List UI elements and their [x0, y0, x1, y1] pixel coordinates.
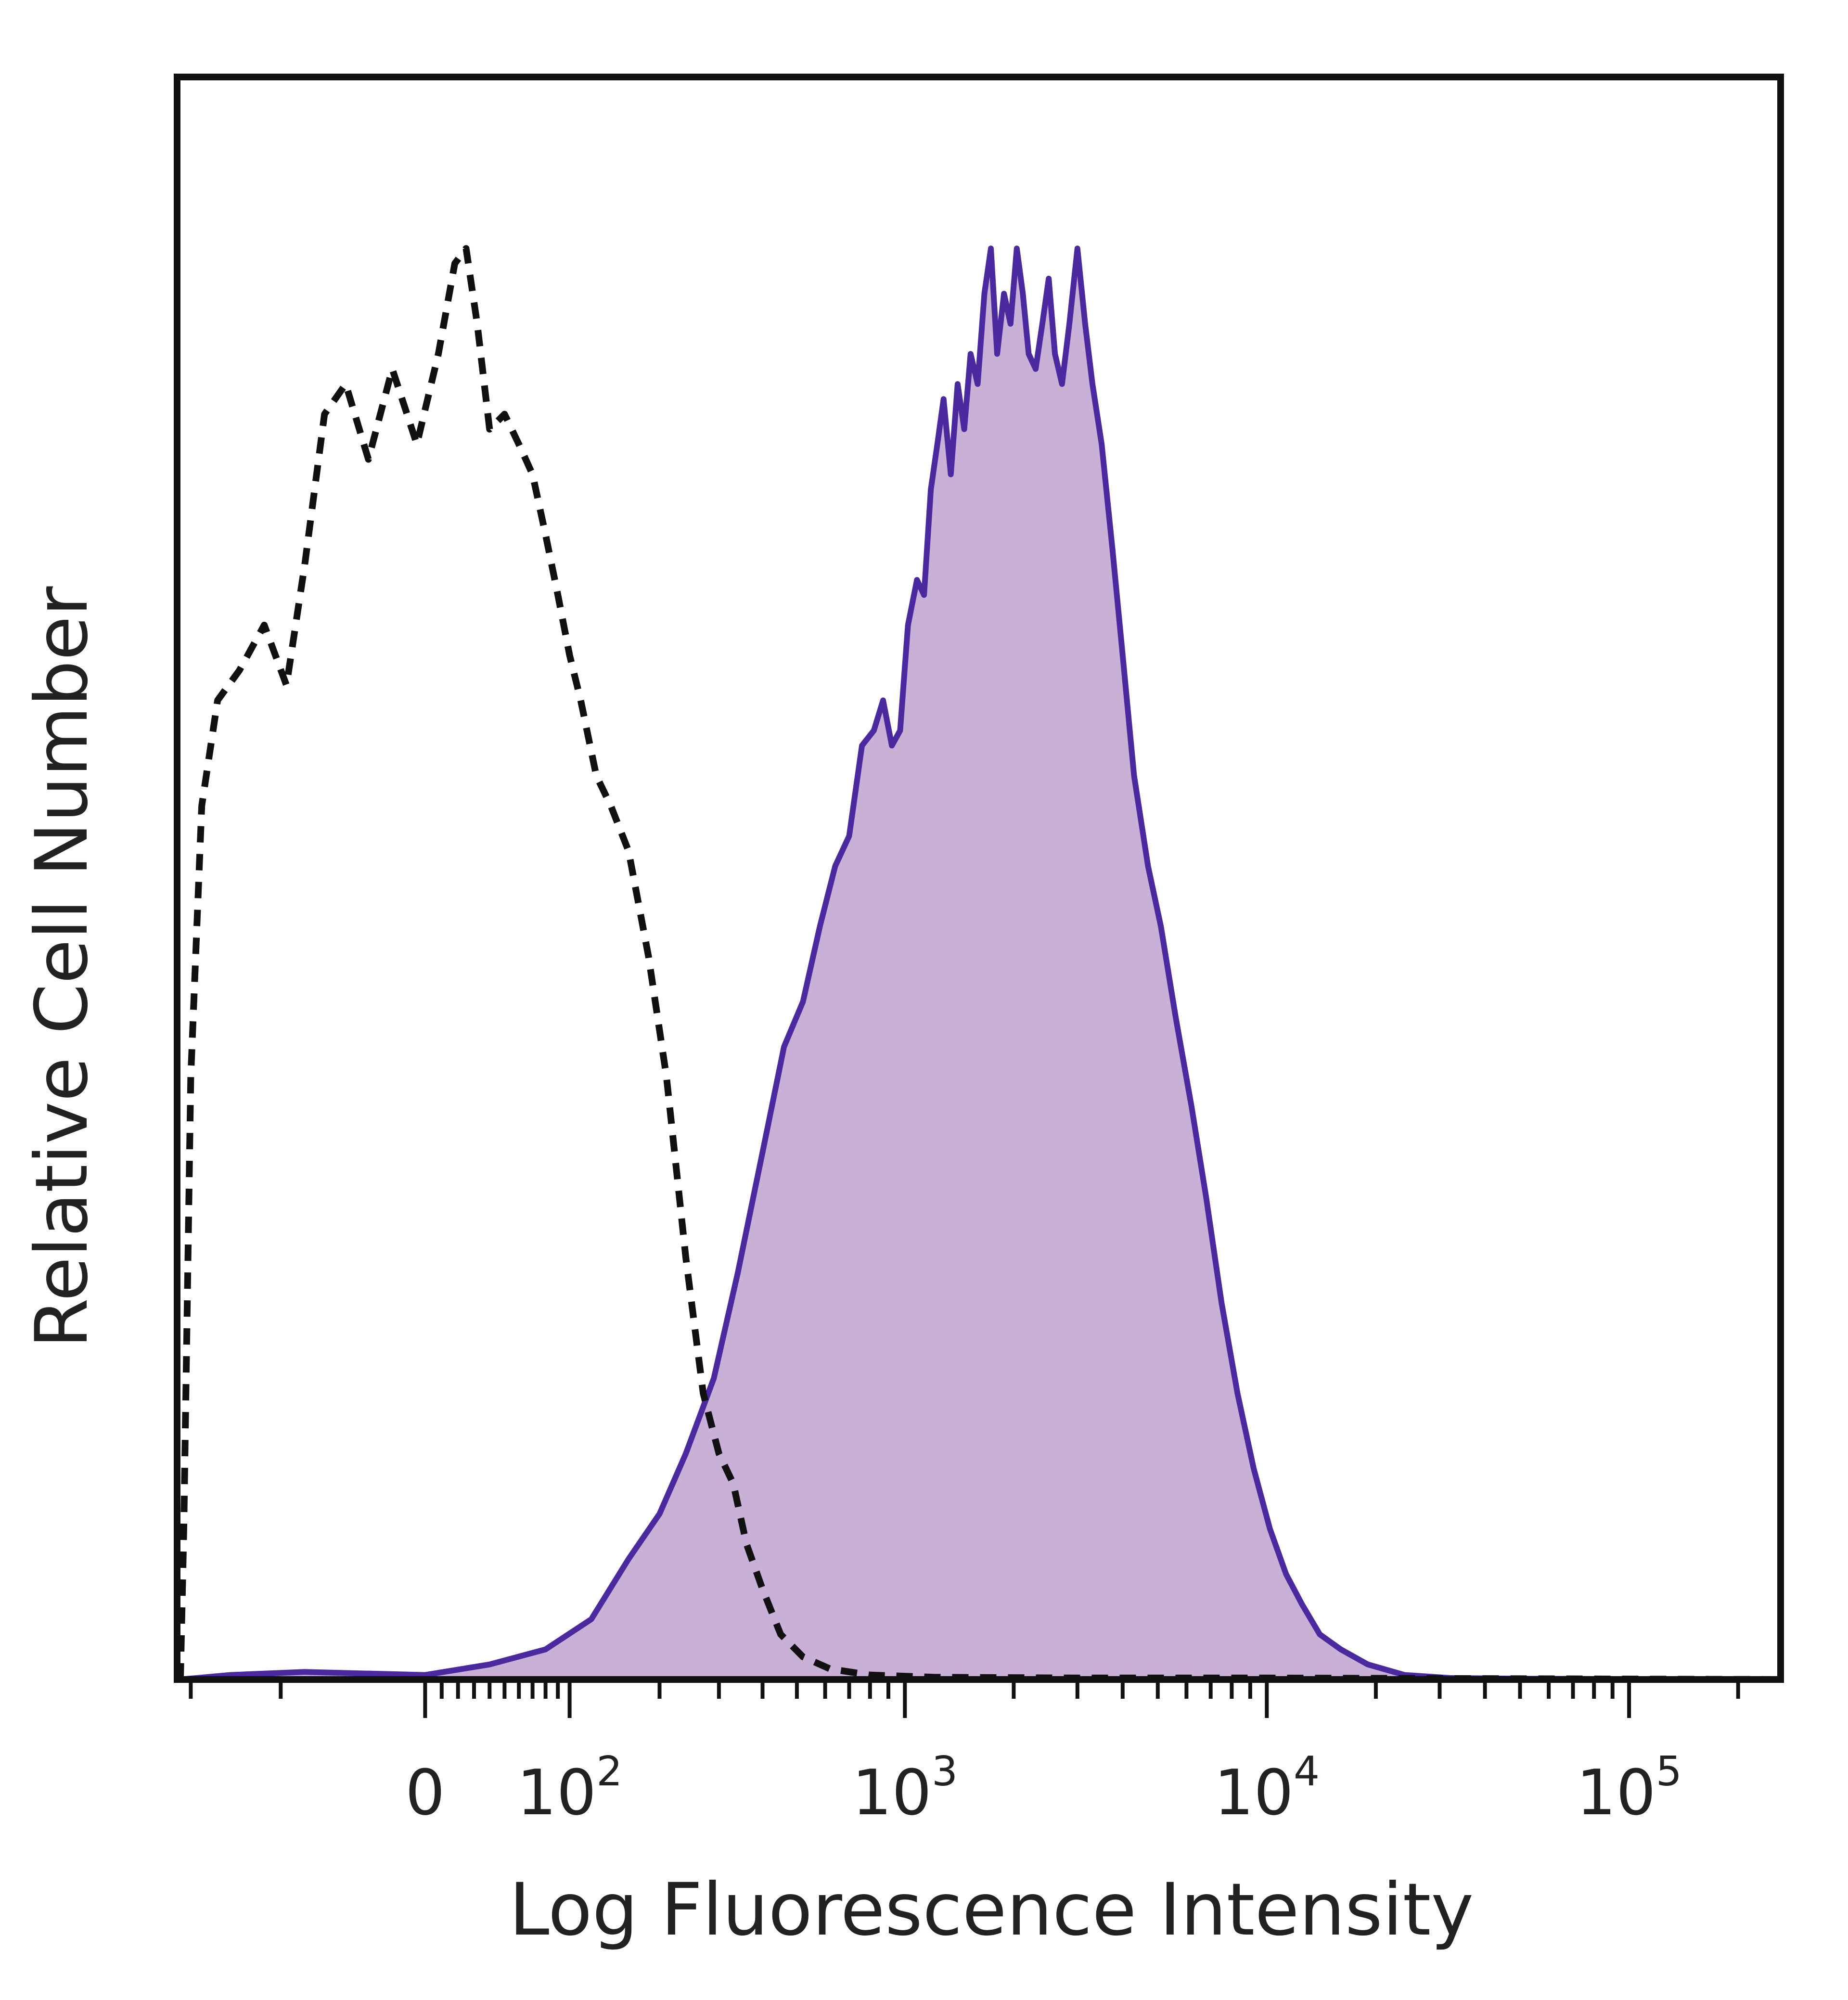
- x-tick-label-exponent: 4: [1294, 1748, 1320, 1795]
- y-axis-title: Relative Cell Number: [20, 586, 104, 1348]
- x-tick-label-exponent: 3: [932, 1748, 958, 1795]
- x-tick-label: 102: [517, 1748, 623, 1829]
- x-axis-title: Log Fluorescence Intensity: [509, 1868, 1474, 1952]
- series-isotype_control-line: [177, 245, 1781, 1683]
- series-stained-fill: [180, 248, 1781, 1679]
- x-axis-ticks: [189, 1679, 1740, 1718]
- x-tick-label-base: 10: [852, 1756, 932, 1829]
- x-tick-label-base: 0: [405, 1756, 445, 1829]
- plot-frame: [174, 74, 1784, 1683]
- x-tick-label-exponent: 5: [1656, 1748, 1682, 1795]
- series-stained-line: [180, 245, 1781, 1682]
- plot-area: [177, 245, 1781, 1683]
- x-tick-label-base: 10: [1576, 1756, 1656, 1829]
- x-tick-label-base: 10: [1214, 1756, 1294, 1829]
- x-tick-label: 105: [1576, 1748, 1682, 1829]
- x-axis-tick-labels: 0 102 103 104 105: [405, 1748, 1682, 1829]
- x-tick-label-exponent: 2: [596, 1748, 622, 1795]
- x-tick-label: 104: [1214, 1748, 1320, 1829]
- x-tick-label: 0: [405, 1756, 445, 1829]
- x-tick-label-base: 10: [517, 1756, 596, 1829]
- x-tick-label: 103: [852, 1748, 958, 1829]
